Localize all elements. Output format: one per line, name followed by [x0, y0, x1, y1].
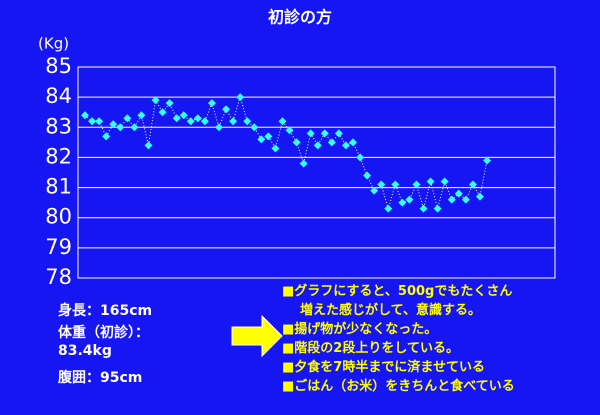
- marker: [278, 117, 287, 126]
- profile-line: 83.4kg: [58, 343, 112, 359]
- marker: [193, 114, 202, 123]
- marker: [440, 177, 449, 186]
- note-line: ■揚げ物が少なくなった。: [282, 322, 438, 337]
- marker: [215, 123, 223, 132]
- marker: [363, 171, 372, 180]
- marker: [461, 195, 470, 204]
- marker: [292, 138, 301, 147]
- marker: [433, 204, 442, 213]
- note-line: 増えた感じがして、意識する。: [300, 303, 481, 318]
- marker: [341, 141, 350, 150]
- profile-line: 腹囲：95cm: [58, 370, 143, 386]
- marker: [222, 105, 231, 114]
- marker: [179, 111, 188, 120]
- marker: [137, 111, 146, 120]
- y-tick-label: 81: [45, 175, 72, 199]
- marker: [165, 99, 174, 108]
- y-tick-label: 84: [45, 84, 72, 108]
- marker: [81, 111, 89, 120]
- y-tick-label: 78: [45, 265, 72, 289]
- marker: [123, 114, 132, 123]
- line: [84, 95, 488, 211]
- marker: [102, 132, 111, 141]
- marker: [349, 138, 357, 147]
- marker: [483, 156, 491, 165]
- marker: [264, 132, 273, 141]
- marker: [207, 99, 216, 108]
- marker: [398, 198, 407, 207]
- marker: [412, 180, 421, 189]
- marker: [447, 195, 456, 204]
- marker: [320, 129, 329, 138]
- marker: [257, 135, 266, 144]
- marker: [144, 141, 153, 150]
- marker: [327, 138, 336, 147]
- marker: [250, 123, 259, 132]
- profile-line: 身長：165cm: [58, 303, 153, 319]
- marker: [475, 192, 484, 201]
- y-axis-label: (Kg): [38, 35, 69, 53]
- marker: [306, 129, 315, 138]
- note-line: ■グラフにすると、500gでもたくさん: [282, 284, 513, 299]
- marker: [384, 204, 393, 213]
- note-line: ■ごはん（お米）をきちんと食べている: [282, 379, 515, 394]
- marker: [426, 177, 435, 186]
- y-tick-label: 79: [45, 235, 72, 259]
- plot-frame: [77, 66, 556, 279]
- marker: [271, 144, 280, 153]
- y-tick-label: 82: [45, 144, 72, 168]
- marker: [186, 117, 195, 126]
- marker: [116, 123, 125, 132]
- arrow: [231, 314, 283, 358]
- marker: [370, 186, 379, 195]
- marker: [229, 117, 238, 126]
- marker: [391, 180, 400, 189]
- profile-line: 体重（初診）：: [58, 325, 149, 341]
- marker: [405, 195, 414, 204]
- marker: [454, 189, 463, 198]
- marker: [158, 108, 167, 117]
- marker: [334, 129, 343, 138]
- marker: [313, 141, 322, 150]
- marker: [356, 153, 365, 162]
- marker: [95, 117, 104, 126]
- y-tick-label: 80: [45, 205, 72, 229]
- marker: [377, 180, 386, 189]
- marker: [236, 93, 245, 102]
- marker: [419, 204, 428, 213]
- marker: [130, 123, 139, 132]
- marker: [109, 120, 118, 129]
- marker: [243, 117, 252, 126]
- y-tick-label: 83: [45, 114, 72, 138]
- note-line: ■夕食を7時半までに済ませている: [282, 360, 485, 375]
- marker: [172, 114, 181, 123]
- marker: [299, 159, 308, 168]
- marker: [285, 126, 294, 135]
- marker: [200, 117, 209, 126]
- marker: [151, 96, 160, 105]
- note-line: ■階段の2段上りをしている。: [282, 341, 459, 356]
- chart-title: 初診の方: [268, 8, 332, 27]
- marker: [88, 117, 97, 126]
- marker: [468, 180, 477, 189]
- y-tick-label: 85: [45, 54, 72, 78]
